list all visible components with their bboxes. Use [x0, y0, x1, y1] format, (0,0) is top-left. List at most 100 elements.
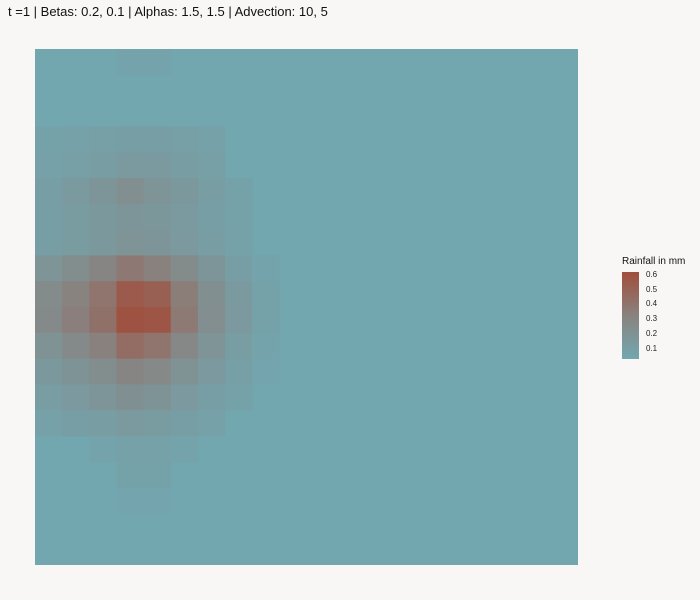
heatmap-cell: [62, 203, 90, 231]
heatmap-cell: [62, 410, 90, 437]
heatmap-cell: [116, 487, 145, 514]
heatmap-cell: [89, 307, 117, 334]
heatmap-cell: [62, 307, 90, 334]
heatmap-cell: [116, 436, 145, 463]
heatmap-cell: [35, 281, 63, 308]
heatmap-cell: [62, 281, 90, 308]
heatmap-cell: [225, 255, 253, 282]
heatmap-cell: [62, 384, 90, 411]
heatmap-cell: [35, 358, 63, 385]
legend-tick-label: 0.6: [646, 269, 658, 279]
heatmap-cell: [35, 332, 63, 360]
heatmap-cell: [197, 384, 226, 411]
heatmap-cell: [197, 229, 226, 256]
heatmap-cell: [35, 126, 63, 153]
heatmap-cell: [116, 384, 145, 411]
heatmap-cell: [116, 255, 145, 282]
heatmap-cell: [89, 178, 117, 205]
heatmap-cell: [116, 461, 145, 489]
heatmap-cell: [197, 358, 226, 385]
heatmap-cell: [116, 203, 145, 231]
heatmap-cell: [89, 203, 117, 231]
heatmap-cell: [252, 281, 280, 308]
heatmap-cell: [197, 203, 226, 231]
heatmap-cell: [116, 332, 145, 360]
heatmap-cell: [62, 255, 90, 282]
heatmap-cell: [89, 255, 117, 282]
heatmap-cell: [143, 410, 172, 437]
heatmap-cell: [170, 203, 199, 231]
heatmap-cell: [225, 307, 253, 334]
heatmap-cell: [170, 126, 199, 153]
heatmap-cell: [252, 255, 280, 282]
heatmap-cell: [89, 152, 117, 179]
heatmap-cell: [225, 178, 253, 205]
heatmap-cell: [143, 307, 172, 334]
heatmap-cell: [143, 152, 172, 179]
heatmap-cell: [116, 229, 145, 256]
heatmap-cell: [143, 255, 172, 282]
heatmap-cell: [143, 178, 172, 205]
heatmap-cell: [225, 203, 253, 231]
heatmap-cell: [252, 307, 280, 334]
heatmap-cell: [143, 49, 172, 76]
heatmap-cell: [62, 152, 90, 179]
heatmap-cell: [89, 384, 117, 411]
heatmap-cell: [35, 384, 63, 411]
heatmap-cell: [35, 178, 63, 205]
heatmap-cell: [143, 461, 172, 489]
heatmap-cell: [143, 281, 172, 308]
heatmap-cell: [116, 410, 145, 437]
heatmap-cell: [197, 307, 226, 334]
heatmap-cell: [62, 126, 90, 153]
heatmap-cell: [170, 178, 199, 205]
heatmap-cell: [143, 436, 172, 463]
heatmap-cell: [225, 332, 253, 360]
legend-tick-label: 0.1: [646, 343, 658, 353]
heatmap-cell: [89, 332, 117, 360]
heatmap-cell: [143, 229, 172, 256]
heatmap-cell: [225, 229, 253, 256]
heatmap-cell: [89, 229, 117, 256]
heatmap-cell: [116, 307, 145, 334]
heatmap-cell: [143, 358, 172, 385]
heatmap-cell: [170, 281, 199, 308]
heatmap-cell: [170, 384, 199, 411]
chart-title: t =1 | Betas: 0.2, 0.1 | Alphas: 1.5, 1.…: [8, 4, 328, 19]
heatmap-cell: [197, 126, 226, 153]
heatmap-cell: [62, 229, 90, 256]
heatmap-cell: [170, 152, 199, 179]
heatmap-cell: [89, 281, 117, 308]
heatmap-cell: [197, 332, 226, 360]
legend-tick-label: 0.3: [646, 314, 658, 324]
heatmap-cell: [143, 384, 172, 411]
heatmap-cell: [35, 255, 63, 282]
legend-tick-label: 0.4: [646, 299, 658, 309]
heatmap-cell: [170, 229, 199, 256]
heatmap-cell: [89, 126, 117, 153]
legend-tick-label: 0.5: [646, 284, 658, 294]
heatmap-cell: [197, 152, 226, 179]
heatmap-cell: [116, 126, 145, 153]
heatmap-cell: [170, 332, 199, 360]
legend-title: Rainfall in mm: [622, 256, 686, 267]
heatmap-cell: [116, 281, 145, 308]
heatmap-cell: [170, 436, 199, 463]
heatmap-cell: [35, 229, 63, 256]
heatmap-cell: [116, 178, 145, 205]
heatmap-cell: [89, 436, 117, 463]
heatmap-cell: [35, 152, 63, 179]
heatmap-cell: [35, 410, 63, 437]
heatmap-cell: [252, 332, 280, 360]
heatmap-cell: [170, 307, 199, 334]
heatmap-cell: [62, 178, 90, 205]
legend-tick-label: 0.2: [646, 328, 658, 338]
heatmap-cell: [116, 358, 145, 385]
heatmap-cell: [170, 255, 199, 282]
heatmap-cell: [225, 384, 253, 411]
heatmap-cell: [116, 49, 145, 76]
heatmap-cell: [143, 203, 172, 231]
heatmap-cell: [143, 332, 172, 360]
heatmap-cell: [170, 410, 199, 437]
